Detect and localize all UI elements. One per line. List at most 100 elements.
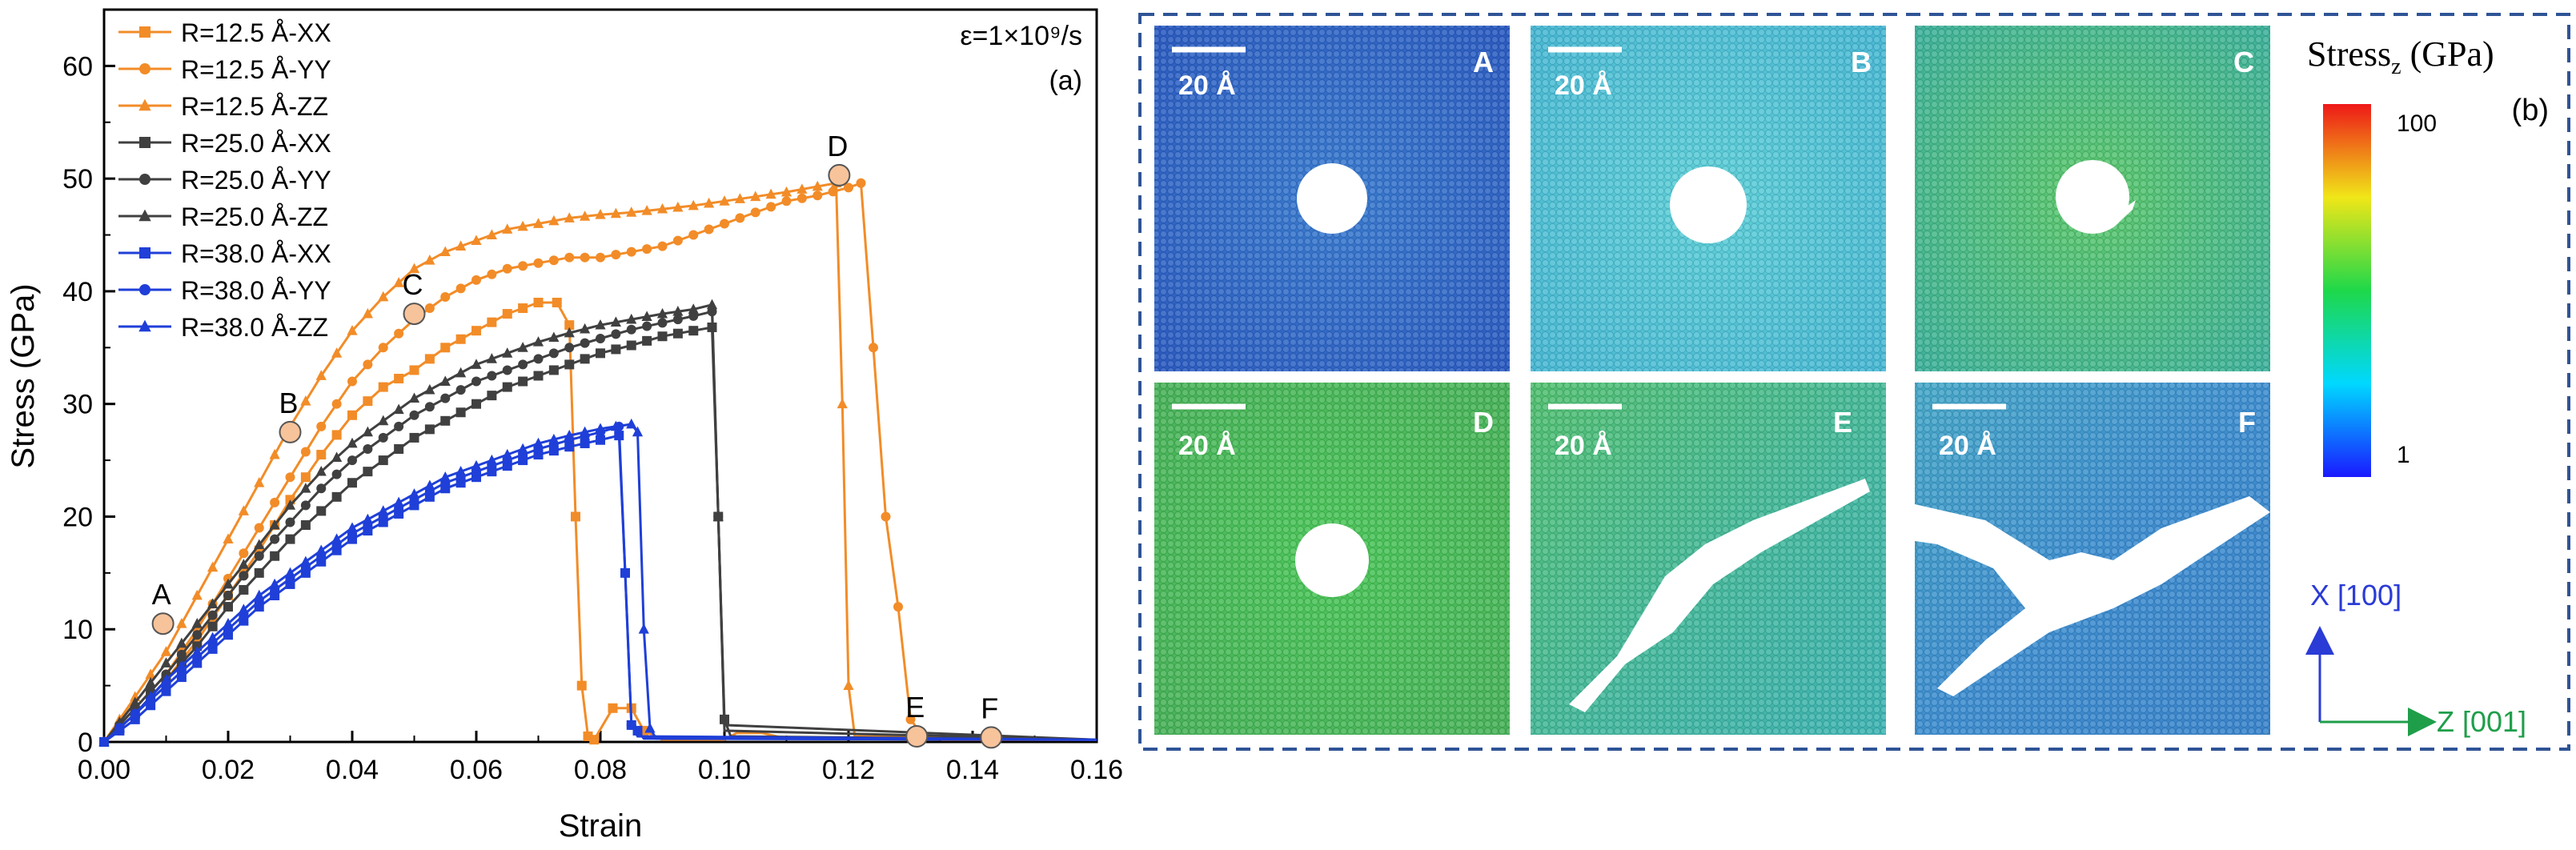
- x-tick-label: 0.02: [202, 755, 255, 785]
- stress-strain-chart: 0.00 0.02 0.04 0.06 0.08 0.10 0.12 0.14 0.16 0 10…: [6, 8, 1123, 844]
- data-point: [564, 359, 575, 370]
- snapshot-f: 20 Å F: [1915, 383, 2270, 735]
- data-point: [331, 451, 343, 462]
- data-point: [471, 399, 481, 409]
- annotations-layer: A B C D E F: [151, 130, 1003, 749]
- data-point: [642, 244, 652, 255]
- data-point: [139, 26, 150, 38]
- data-point: [114, 722, 125, 732]
- x-tick-label: 0.08: [574, 755, 627, 785]
- data-point: [408, 488, 420, 499]
- legend-item: R=12.5 Å-XX: [118, 18, 331, 47]
- data-point: [641, 311, 652, 321]
- data-point: [300, 447, 311, 457]
- data-point: [440, 291, 451, 302]
- stress-map-panel: 20 Å A 20 Å B C 20 Å D: [1138, 13, 2570, 751]
- data-point: [362, 307, 373, 319]
- snapshot-label-b: B: [1851, 46, 1872, 78]
- data-point: [766, 202, 776, 212]
- legend-label: R=25.0 Å-XX: [181, 129, 331, 158]
- data-point: [394, 444, 404, 454]
- data-point: [331, 469, 342, 479]
- data-point: [269, 578, 280, 589]
- legend-item: R=25.0 Å-XX: [118, 129, 331, 158]
- data-point: [626, 324, 636, 335]
- data-point: [191, 646, 203, 656]
- data-point: [486, 353, 497, 363]
- data-point: [160, 657, 172, 668]
- snapshot-d: 20 Å D: [1154, 383, 1510, 735]
- data-point: [139, 63, 150, 74]
- data-point: [347, 324, 358, 335]
- data-point: [638, 623, 649, 634]
- data-point: [533, 298, 544, 307]
- data-point: [285, 472, 295, 483]
- data-point: [518, 261, 528, 271]
- data-point: [284, 499, 296, 510]
- data-point: [595, 423, 606, 434]
- data-point: [608, 703, 618, 713]
- data-point: [139, 284, 150, 295]
- data-point: [138, 98, 151, 111]
- data-point: [750, 207, 760, 218]
- data-point: [596, 334, 605, 344]
- data-point: [719, 195, 730, 206]
- data-point: [424, 383, 435, 395]
- data-point: [487, 269, 497, 279]
- data-point: [315, 370, 327, 380]
- annotation-marker: [905, 724, 929, 748]
- y-axis-ticks: 0 10 20 30 40 50 60: [62, 9, 115, 758]
- crack-f: [1915, 496, 2270, 696]
- data-point: [254, 539, 265, 550]
- void-hole-c: [2056, 160, 2129, 234]
- y-axis-label: Stress (GPa): [6, 283, 41, 468]
- data-point: [632, 426, 644, 437]
- data-point: [502, 309, 512, 319]
- legend-item: R=25.0 Å-ZZ: [118, 202, 328, 231]
- data-point: [564, 343, 575, 353]
- data-point: [424, 303, 435, 314]
- data-point: [347, 522, 358, 532]
- data-point: [626, 720, 636, 730]
- data-point: [207, 598, 219, 608]
- data-point: [378, 505, 389, 515]
- data-point: [487, 371, 497, 381]
- data-point: [363, 444, 373, 454]
- data-point: [285, 517, 295, 527]
- data-point: [130, 696, 141, 708]
- data-point: [455, 367, 467, 378]
- data-point: [331, 399, 342, 409]
- data-point: [315, 465, 327, 476]
- x-tick-label: 0.12: [822, 755, 875, 785]
- data-point: [270, 551, 280, 561]
- data-point: [580, 354, 590, 364]
- data-point: [580, 438, 590, 448]
- data-point: [688, 230, 699, 240]
- data-point: [657, 318, 668, 328]
- data-point: [207, 561, 219, 572]
- data-point: [347, 478, 357, 488]
- data-point: [138, 209, 151, 222]
- data-point: [642, 321, 652, 331]
- y-tick-label: 50: [62, 164, 93, 194]
- data-point: [596, 348, 605, 359]
- scale-label-b: 20 Å: [1555, 70, 1612, 101]
- legend-label: R=25.0 Å-ZZ: [181, 202, 328, 231]
- data-point: [270, 497, 280, 507]
- legend-item: R=12.5 Å-ZZ: [118, 92, 328, 121]
- data-point: [657, 241, 668, 251]
- data-point: [518, 303, 528, 314]
- data-point: [712, 511, 724, 521]
- annotation-marker: [151, 612, 175, 635]
- data-point: [517, 342, 528, 352]
- x-tick-label: 0.06: [450, 755, 503, 785]
- data-point: [269, 519, 280, 530]
- data-point: [589, 735, 600, 745]
- annotation-marker: [980, 726, 1003, 749]
- data-point: [502, 382, 512, 392]
- annotation-label: D: [827, 130, 848, 162]
- data-point: [517, 443, 528, 454]
- data-point: [596, 252, 605, 263]
- data-point: [315, 544, 327, 555]
- data-point: [471, 275, 481, 285]
